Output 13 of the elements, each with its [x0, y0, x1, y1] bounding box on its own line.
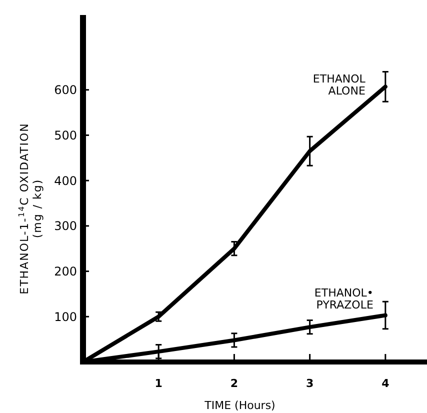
y-tick-label: 300	[54, 219, 77, 234]
y-tick-label: 400	[54, 174, 77, 188]
x-tick-label: 3	[306, 377, 314, 390]
x-tick-label: 1	[154, 377, 162, 390]
series-label: ETHANOL• PYRAZOLE	[314, 286, 374, 312]
x-tick-label: 2	[230, 377, 238, 390]
y-tick-label: 600	[54, 83, 77, 98]
y-tick-label: 500	[54, 128, 77, 142]
y-tick-label: 200	[54, 264, 77, 278]
x-tick-label: 4	[382, 377, 390, 390]
y-tick-label: 100	[54, 310, 77, 324]
x-axis-title: TIME (Hours)	[204, 399, 276, 412]
series-label: ETHANOL ALONE	[312, 72, 366, 98]
